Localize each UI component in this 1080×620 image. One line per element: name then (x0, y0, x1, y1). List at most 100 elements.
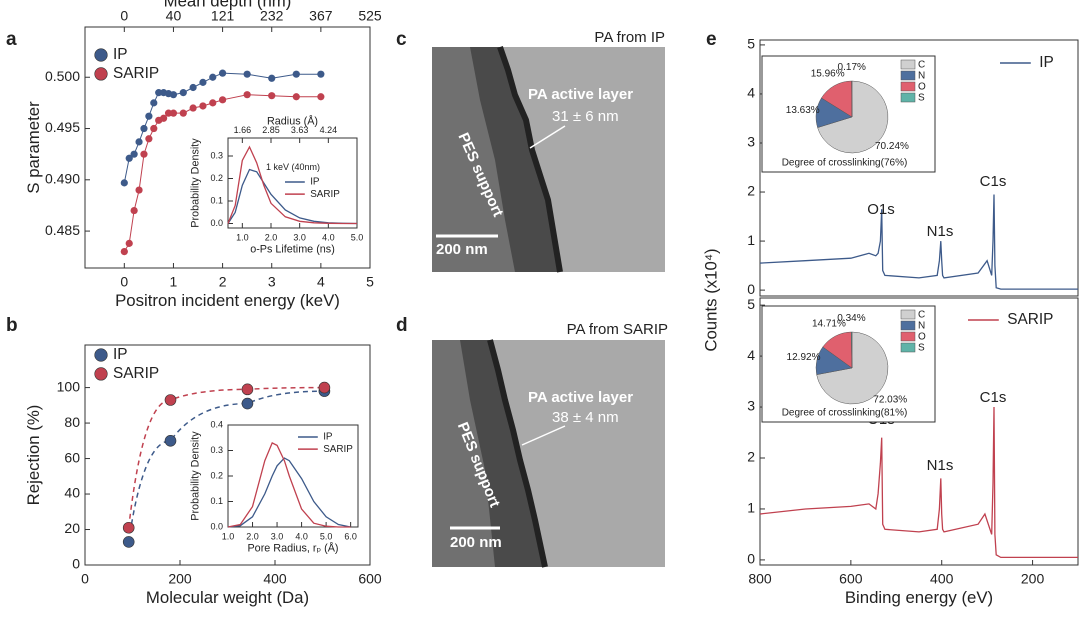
series-line (227, 442, 351, 528)
x-tick-label: 600 (839, 570, 863, 586)
pie-caption: Degree of crosslinking(76%) (782, 158, 908, 169)
panel-letter: a (6, 29, 17, 50)
peak-label: C1s (980, 173, 1007, 190)
y-tick-label: 1 (747, 232, 755, 248)
x-tick-label: 5.0 (320, 531, 333, 541)
legend-label: SARIP (1007, 311, 1053, 328)
slice-label: 14.71% (812, 319, 846, 330)
x-tick-label: 3.0 (293, 232, 306, 242)
y-tick-label: 0 (72, 556, 80, 572)
data-point (125, 239, 133, 247)
data-point (122, 536, 135, 548)
y-axis-label: Counts (x10⁴) (701, 248, 720, 351)
x2-axis-label: Mean depth (nm) (164, 0, 292, 10)
legend-label: IP (113, 346, 128, 363)
y-tick-label: 3 (747, 134, 755, 150)
data-point (189, 104, 197, 112)
data-point (317, 93, 325, 101)
legend-label: SARIP (113, 65, 159, 82)
data-point (120, 179, 128, 187)
data-point (268, 74, 276, 82)
x-tick-label: 2.0 (265, 232, 278, 242)
y-tick-label: 100 (57, 378, 81, 394)
x-tick-label: 600 (358, 570, 382, 586)
data-point (125, 154, 133, 162)
legend-swatch (900, 59, 916, 70)
x-tick-label: 5 (366, 273, 374, 289)
legend-label: S (918, 343, 925, 354)
y-tick-label: 0.2 (210, 173, 223, 183)
data-point (243, 91, 251, 99)
legend-marker (94, 48, 108, 62)
image-caption: PA from SARIP (567, 321, 668, 338)
series-line (227, 145, 357, 225)
x-tick-label: 400 (930, 570, 954, 586)
y-tick-label: 2 (747, 449, 755, 465)
data-point (169, 109, 178, 117)
data-point (130, 150, 138, 158)
legend-swatch (900, 92, 916, 103)
data-point (317, 70, 325, 78)
x2-tick-label: 525 (358, 7, 382, 23)
y-axis-label: S parameter (24, 101, 43, 194)
data-point (243, 70, 251, 78)
x-tick-label: 4 (317, 273, 325, 289)
x-tick-label: 4.0 (295, 531, 308, 541)
scale-bar-label: 200 nm (450, 534, 502, 551)
y-axis-label: Rejection (%) (24, 405, 43, 506)
tem-image: PA active layer 31 ± 6 nm PES support 20… (432, 29, 665, 273)
data-point (130, 206, 138, 215)
slice-label: 15.96% (811, 68, 845, 79)
legend-label: N (918, 321, 925, 332)
x-tick-label: 200 (168, 570, 192, 586)
legend-label: IP (113, 46, 128, 63)
x-tick-label: 2 (219, 273, 227, 289)
legend-label: S (918, 93, 925, 104)
interface (487, 339, 548, 568)
y-tick-label: 0.495 (45, 119, 80, 135)
data-point (241, 383, 254, 396)
arrow (521, 425, 566, 446)
tem-image: PA active layer 38 ± 4 nm PES support 20… (432, 321, 668, 568)
data-point (164, 394, 177, 406)
data-point (292, 70, 300, 78)
x2-tick-label: 3.63 (291, 125, 309, 135)
panel-letter: d (396, 315, 408, 336)
x-tick-label: 6.0 (344, 531, 357, 541)
data-point (160, 114, 168, 122)
series-line (759, 406, 1078, 559)
x-axis-label: Molecular weight (Da) (146, 588, 309, 607)
x-axis-label: o-Ps Lifetime (ns) (250, 243, 335, 255)
pie-slice (850, 331, 853, 369)
slice-label: 70.24% (875, 141, 909, 152)
x2-axis-label: Radius (Å) (267, 115, 318, 128)
x-axis-label: Binding energy (eV) (845, 588, 993, 607)
x-tick-label: 0 (81, 570, 89, 586)
fit-line (127, 386, 325, 528)
data-point (268, 92, 276, 100)
series-line (227, 457, 351, 528)
y-axis-label: Probability Density (189, 138, 201, 228)
y-tick-label: 60 (64, 449, 80, 465)
y-tick-label: 0.490 (45, 171, 80, 187)
x2-tick-label: 40 (166, 7, 182, 23)
y-tick-label: 0.500 (45, 68, 80, 84)
layer-label: PA active layer (528, 86, 633, 103)
y-tick-label: 0.4 (210, 419, 223, 429)
y-tick-label: 0 (747, 281, 755, 297)
legend-marker (94, 348, 108, 362)
legend-label: IP (310, 177, 320, 188)
peak-label: C1s (980, 389, 1007, 406)
data-point (209, 73, 217, 81)
data-point (135, 138, 143, 146)
y-tick-label: 20 (64, 520, 80, 536)
data-point (122, 521, 135, 534)
legend-swatch (900, 70, 916, 81)
legend-title: 1 keV (40nm) (266, 162, 320, 172)
x-tick-label: 2.0 (246, 531, 259, 541)
x-tick-label: 1 (170, 273, 178, 289)
x-tick-label: 3 (268, 273, 276, 289)
x2-tick-label: 367 (309, 7, 333, 23)
fit-line (127, 390, 325, 543)
